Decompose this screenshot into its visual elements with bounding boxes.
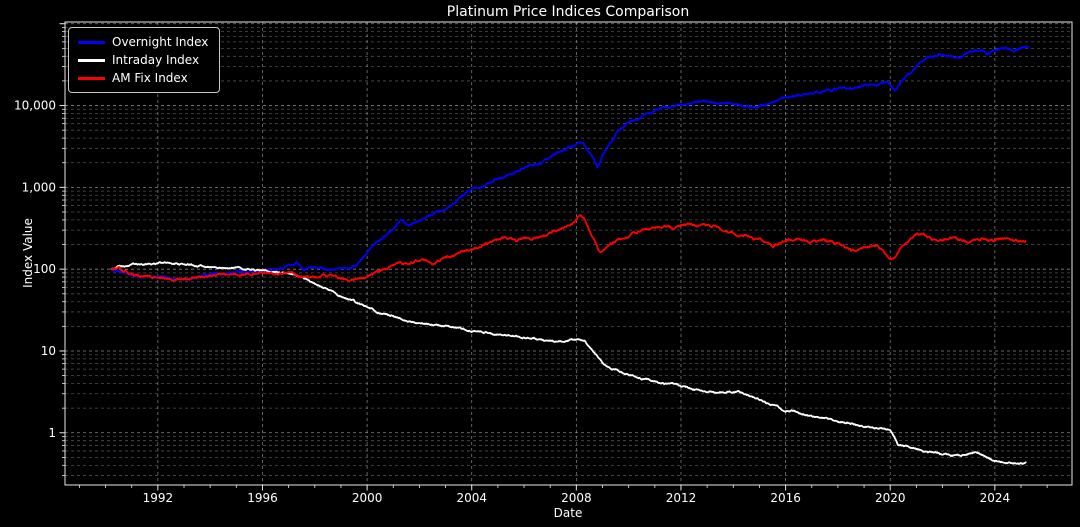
legend-line-swatch-am-fix <box>78 76 105 80</box>
legend-label: AM Fix Index <box>112 71 188 85</box>
series-line-intraday-index <box>110 261 1027 466</box>
y-tick-label: 100 <box>33 262 56 276</box>
x-tick-label: 2004 <box>456 491 487 505</box>
y-axis-label: Index Value <box>21 218 35 288</box>
legend-item-intraday-index: Intraday Index <box>78 53 208 67</box>
x-tick-label: 1996 <box>247 491 278 505</box>
legend-item-am-fix-index: AM Fix Index <box>78 71 208 85</box>
series-line-am-fix-index <box>110 214 1027 283</box>
legend-label: Overnight Index <box>112 35 209 49</box>
x-tick-label: 2024 <box>980 491 1011 505</box>
y-tick-label: 1,000 <box>22 180 56 194</box>
x-axis-ticks: 1992 1996 2000 2004 2008 2012 2016 2020 2024 <box>78 485 1048 505</box>
legend-item-overnight-index: Overnight Index <box>78 35 208 49</box>
legend-label: Intraday Index <box>112 53 200 67</box>
plot-spines <box>64 21 1073 486</box>
y-tick-label: 1 <box>48 426 56 440</box>
legend-line-swatch-overnight <box>78 40 105 44</box>
x-tick-label: 2000 <box>352 491 383 505</box>
x-tick-label: 2020 <box>875 491 906 505</box>
legend-line-swatch-intraday <box>78 58 105 62</box>
gridlines <box>65 22 1072 485</box>
y-tick-label: 10,000 <box>14 99 56 113</box>
plot-lines <box>110 45 1030 466</box>
x-axis-label: Date <box>553 506 583 520</box>
x-tick-label: 2012 <box>666 491 697 505</box>
y-tick-label: 10 <box>41 344 56 358</box>
y-axis-ticks: 1 10 100 1,000 10,000 <box>14 23 65 476</box>
x-tick-label: 1992 <box>143 491 174 505</box>
x-tick-label: 2016 <box>770 491 801 505</box>
chart-title: Platinum Price Indices Comparison <box>446 4 690 20</box>
legend: Overnight Index Intraday Index AM Fix In… <box>68 27 221 93</box>
x-tick-label: 2008 <box>561 491 592 505</box>
